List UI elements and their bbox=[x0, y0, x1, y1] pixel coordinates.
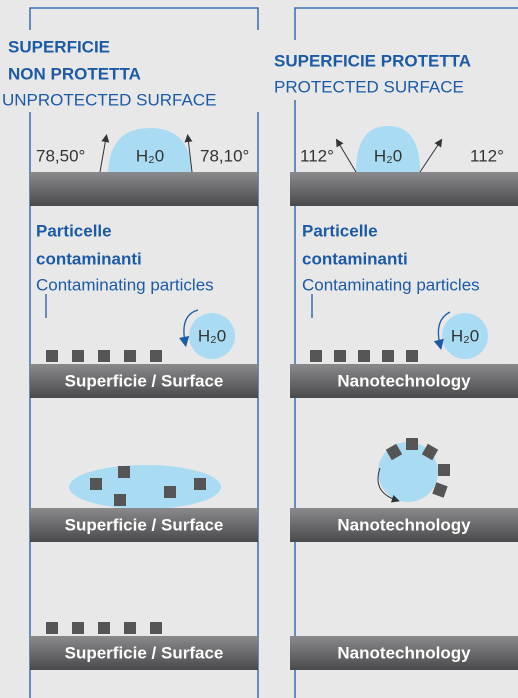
water-label: H₂0 bbox=[198, 326, 226, 345]
surface-label: Superficie / Surface bbox=[65, 643, 224, 662]
left-title: SUPERFICIE bbox=[8, 37, 110, 56]
surface bbox=[30, 172, 258, 206]
surface-label: Superficie / Surface bbox=[65, 515, 224, 534]
right-title: SUPERFICIE PROTETTA bbox=[274, 51, 471, 70]
particles-subtitle: Contaminating particles bbox=[302, 275, 480, 294]
left-title: NON PROTETTA bbox=[8, 64, 141, 83]
left-subtitle: UNPROTECTED SURFACE bbox=[2, 90, 216, 109]
arrow bbox=[100, 138, 106, 172]
particles-title: contaminanti bbox=[36, 249, 142, 268]
surface-label: Nanotechnology bbox=[337, 515, 471, 534]
drop-label: H₂0 bbox=[136, 146, 164, 165]
angle: 112° bbox=[300, 146, 334, 165]
particles-title: contaminanti bbox=[302, 249, 408, 268]
particles bbox=[46, 622, 162, 634]
right-subtitle: PROTECTED SURFACE bbox=[274, 77, 464, 96]
angle: 78,50° bbox=[36, 146, 85, 165]
particles-title: Particelle bbox=[36, 221, 112, 240]
angle: 78,10° bbox=[200, 146, 249, 165]
surface-label: Superficie / Surface bbox=[65, 371, 224, 390]
diagram: SUPERFICIE NON PROTETTA UNPROTECTED SURF… bbox=[0, 0, 518, 698]
arrow bbox=[338, 142, 356, 172]
particles-title: Particelle bbox=[302, 221, 378, 240]
surface-label: Nanotechnology bbox=[337, 643, 471, 662]
particles-subtitle: Contaminating particles bbox=[36, 275, 214, 294]
angle: 112° bbox=[470, 146, 504, 165]
arrow bbox=[420, 142, 440, 172]
particles bbox=[46, 350, 418, 362]
drop-label: H₂0 bbox=[374, 146, 402, 165]
surface bbox=[290, 172, 518, 206]
surface-label: Nanotechnology bbox=[337, 371, 471, 390]
water-label: H₂0 bbox=[451, 326, 479, 345]
